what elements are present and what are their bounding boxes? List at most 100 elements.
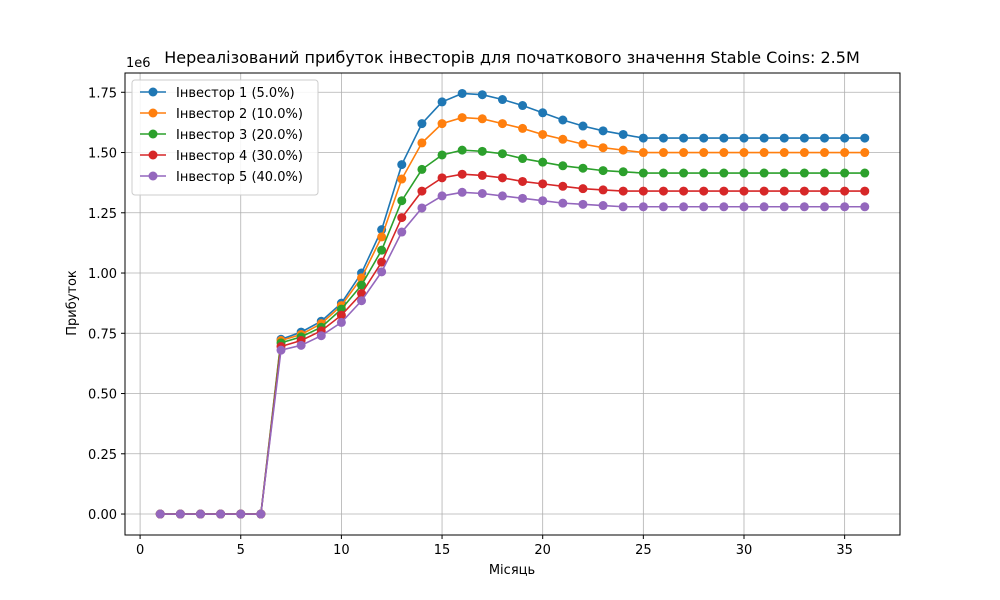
data-point: [618, 167, 628, 177]
data-point: [518, 154, 528, 164]
y-tick-label: 0.50: [88, 388, 117, 403]
legend-label: Інвестор 5 (40.0%): [176, 170, 303, 185]
data-point: [638, 133, 648, 143]
data-point: [518, 123, 528, 133]
legend-marker: [148, 129, 158, 139]
data-point: [397, 174, 407, 184]
y-axis-label: Прибуток: [65, 270, 80, 336]
data-point: [357, 296, 367, 306]
axes: 0 5 10 15 20 25 30 35 0.00 0.25 0.50 0.75 1.00 1.25 1.…: [88, 72, 901, 558]
y-tick-label: 1.75: [88, 86, 117, 101]
data-point: [820, 133, 830, 143]
legend: Інвестор 1 (5.0%) Інвестор 2 (10.0%) Інвес…: [131, 79, 319, 196]
data-point: [477, 189, 487, 199]
data-point: [598, 166, 608, 176]
data-point: [779, 186, 789, 196]
data-point: [256, 509, 266, 519]
data-point: [417, 164, 427, 174]
data-point: [477, 146, 487, 156]
x-tick-label: 5: [237, 543, 245, 558]
data-point: [457, 145, 467, 155]
data-point: [860, 202, 870, 212]
y-tick-label: 1.50: [88, 147, 117, 162]
legend-item: Інвестор 3 (20.0%): [140, 128, 303, 143]
data-point: [357, 280, 367, 290]
data-point: [679, 186, 689, 196]
data-point: [397, 160, 407, 170]
data-point: [719, 186, 729, 196]
data-point: [558, 161, 568, 171]
data-point: [316, 331, 326, 341]
data-point: [679, 148, 689, 158]
data-point: [417, 186, 427, 196]
data-point: [417, 138, 427, 148]
legend-marker: [148, 87, 158, 97]
data-point: [558, 181, 568, 191]
data-point: [538, 179, 548, 189]
data-point: [779, 168, 789, 178]
data-point: [840, 186, 850, 196]
data-point: [457, 88, 467, 98]
legend-item: Інвестор 5 (40.0%): [140, 170, 303, 185]
data-point: [236, 509, 246, 519]
data-point: [658, 168, 668, 178]
legend-item: Інвестор 1 (5.0%): [140, 86, 295, 101]
data-point: [578, 139, 588, 149]
data-point: [759, 133, 769, 143]
legend-label: Інвестор 1 (5.0%): [176, 86, 295, 101]
data-point: [719, 148, 729, 158]
data-point: [538, 157, 548, 167]
data-point: [457, 169, 467, 179]
data-point: [679, 202, 689, 212]
data-point: [336, 317, 346, 327]
data-point: [618, 129, 628, 139]
legend-item: Інвестор 2 (10.0%): [140, 107, 303, 122]
data-point: [497, 173, 507, 183]
data-point: [799, 168, 809, 178]
data-point: [397, 213, 407, 223]
y-tick-label: 0.25: [88, 448, 117, 463]
data-point: [860, 186, 870, 196]
data-point: [518, 193, 528, 203]
data-point: [719, 168, 729, 178]
data-point: [437, 173, 447, 183]
x-tick-label: 10: [333, 543, 350, 558]
data-point: [578, 184, 588, 194]
data-point: [518, 176, 528, 186]
data-point: [357, 289, 367, 299]
data-point: [618, 145, 628, 155]
data-point: [658, 202, 668, 212]
legend-marker: [148, 150, 158, 160]
data-point: [699, 202, 709, 212]
data-point: [820, 148, 830, 158]
data-point: [598, 126, 608, 136]
data-point: [558, 134, 568, 144]
data-point: [719, 133, 729, 143]
data-point: [417, 119, 427, 129]
data-point: [860, 168, 870, 178]
data-point: [820, 202, 830, 212]
data-point: [699, 133, 709, 143]
data-point: [296, 340, 306, 350]
x-tick-label: 35: [836, 543, 853, 558]
data-point: [377, 257, 387, 267]
data-point: [840, 168, 850, 178]
data-point: [578, 163, 588, 173]
data-point: [497, 149, 507, 159]
y-tick-label: 1.25: [88, 207, 117, 222]
y-tick-label: 1.00: [88, 267, 117, 282]
legend-marker: [148, 108, 158, 118]
data-point: [477, 90, 487, 100]
data-point: [437, 119, 447, 129]
data-point: [538, 129, 548, 139]
data-point: [739, 148, 749, 158]
data-point: [840, 148, 850, 158]
data-point: [336, 310, 346, 320]
data-point: [377, 245, 387, 255]
data-point: [457, 187, 467, 197]
x-axis-label: Місяць: [489, 563, 535, 578]
data-point: [699, 148, 709, 158]
data-point: [558, 198, 568, 208]
x-tick-label: 30: [736, 543, 753, 558]
